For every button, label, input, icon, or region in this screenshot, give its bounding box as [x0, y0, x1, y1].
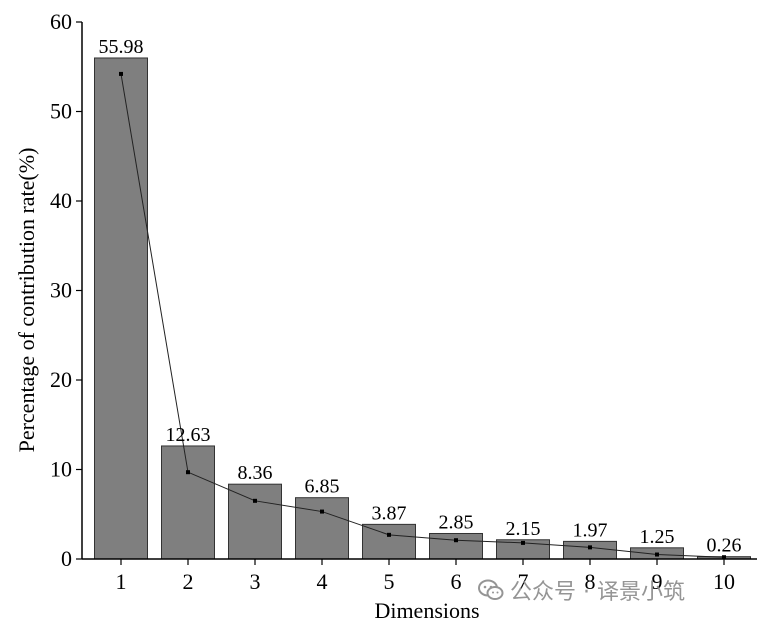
- bar-3: [228, 483, 282, 560]
- x-tick-label: 6: [451, 569, 462, 594]
- watermark-text: 公众号 · 译景小筑: [510, 580, 685, 605]
- watermark: 公众号 · 译景小筑: [478, 574, 685, 606]
- x-tick-label: 4: [317, 569, 328, 594]
- axes-group: 0 10 20 30 40 50 60 1 2 3 4 5 6 7 8 9 10: [50, 9, 757, 594]
- line-point-7: [521, 540, 525, 545]
- y-tick-label: 30: [50, 278, 72, 303]
- line-point-10: [722, 555, 726, 560]
- bar-6: [429, 532, 483, 560]
- data-labels-group: 55.98 12.63 8.36 6.85 3.87 2.85 2.15 1.97 1.25 0.…: [99, 36, 742, 557]
- x-tick-label: 5: [384, 569, 395, 594]
- x-axis-title: Dimensions: [374, 598, 479, 623]
- x-tick-label: 3: [250, 569, 261, 594]
- bars-group: [94, 57, 751, 560]
- line-point-8: [588, 545, 592, 550]
- y-tick-label: 60: [50, 9, 72, 34]
- line-point-6: [454, 538, 458, 543]
- bar-5: [362, 523, 416, 560]
- data-label-3: 8.36: [238, 462, 273, 484]
- bar-8: [563, 540, 617, 560]
- data-label-8: 1.97: [573, 519, 608, 541]
- y-tick-label: 0: [61, 546, 72, 571]
- data-label-4: 6.85: [305, 476, 340, 498]
- data-label-6: 2.85: [439, 511, 474, 533]
- y-tick-label: 20: [50, 367, 72, 392]
- x-tick-label: 7: [518, 569, 529, 594]
- bar-1: [94, 57, 148, 560]
- x-tick-label: 8: [585, 569, 596, 594]
- data-label-2: 12.63: [166, 424, 211, 446]
- x-tick-label: 9: [652, 569, 663, 594]
- line-point-4: [320, 509, 324, 514]
- line-point-1: [119, 71, 123, 76]
- data-label-7: 2.15: [506, 518, 541, 540]
- wechat-icon: [478, 579, 504, 600]
- line-point-3: [253, 498, 257, 503]
- y-tick-label: 50: [50, 99, 72, 124]
- bar-2: [161, 445, 215, 560]
- line-series-group: [119, 71, 726, 560]
- bar-4: [295, 497, 349, 560]
- line-point-9: [655, 552, 659, 557]
- line-series: [120, 73, 725, 558]
- line-point-5: [387, 532, 391, 537]
- line-point-2: [186, 470, 190, 475]
- data-label-1: 55.98: [99, 36, 144, 58]
- y-tick-label: 40: [50, 188, 72, 213]
- data-label-9: 1.25: [640, 526, 675, 548]
- y-axis-title: Percentage of contribution rate(%): [14, 148, 39, 453]
- x-tick-label: 1: [116, 569, 127, 594]
- x-tick-label: 2: [183, 569, 194, 594]
- x-tick-label: 10: [713, 569, 735, 594]
- data-label-5: 3.87: [372, 502, 407, 524]
- y-tick-label: 10: [50, 457, 72, 482]
- data-label-10: 0.26: [707, 535, 742, 557]
